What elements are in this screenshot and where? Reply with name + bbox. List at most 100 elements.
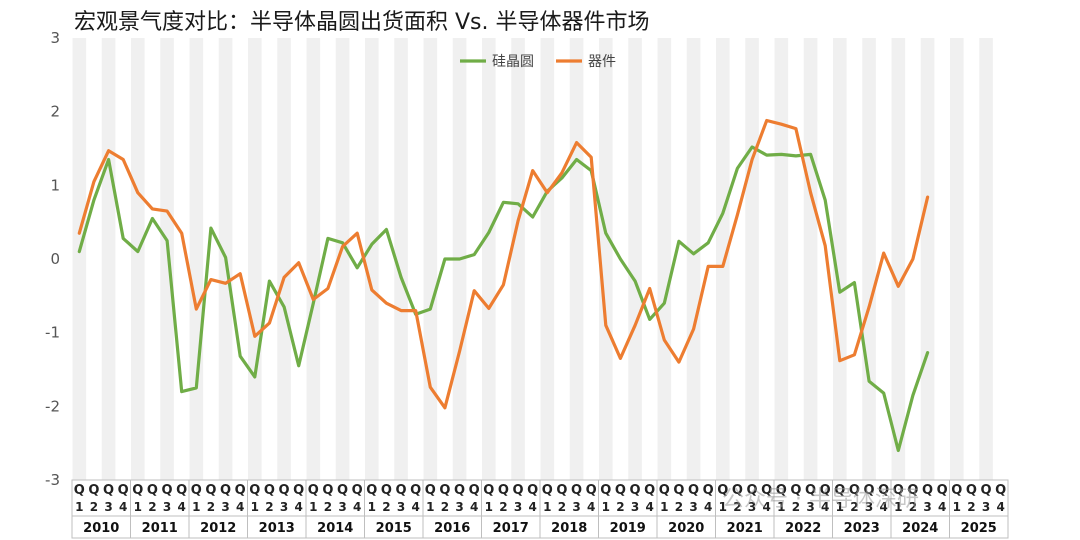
year-label: 2022 xyxy=(785,521,821,536)
quarter-number: 2 xyxy=(675,500,683,514)
quarter-band xyxy=(248,38,262,480)
quarter-number: 1 xyxy=(134,500,142,514)
y-tick-label: 0 xyxy=(50,250,60,268)
quarter-letter: Q xyxy=(937,483,948,498)
y-tick-label: 1 xyxy=(50,176,60,194)
quarter-number: 2 xyxy=(792,500,800,514)
quarter-letter: Q xyxy=(893,483,904,498)
quarter-band xyxy=(745,38,759,480)
quarter-number: 4 xyxy=(821,500,829,514)
quarter-letter: Q xyxy=(907,483,918,498)
year-label: 2020 xyxy=(668,521,704,536)
quarter-letter: Q xyxy=(88,483,99,498)
quarter-letter: Q xyxy=(469,483,480,498)
quarter-number: 3 xyxy=(689,500,697,514)
legend-label-device: 器件 xyxy=(588,54,616,70)
quarter-number: 4 xyxy=(119,500,127,514)
quarter-letter: Q xyxy=(790,483,801,498)
quarter-band xyxy=(657,38,672,480)
quarter-band xyxy=(599,38,613,480)
y-tick-label: 3 xyxy=(50,29,60,47)
quarter-number: 1 xyxy=(485,500,493,514)
x-axis-table: Q1Q2Q3Q42010Q1Q2Q3Q42011Q1Q2Q3Q42012Q1Q2… xyxy=(71,479,1009,539)
year-label: 2023 xyxy=(844,521,880,536)
quarter-number: 2 xyxy=(909,500,917,514)
quarter-number: 3 xyxy=(455,500,463,514)
quarter-number: 3 xyxy=(397,500,405,514)
quarter-letter: Q xyxy=(747,483,758,498)
series-lines xyxy=(77,118,930,453)
quarter-number: 2 xyxy=(616,500,624,514)
quarter-letter: Q xyxy=(717,483,728,498)
quarter-number: 3 xyxy=(572,500,580,514)
quarter-letter: Q xyxy=(322,483,333,498)
quarter-number: 3 xyxy=(748,500,756,514)
quarter-letter: Q xyxy=(483,483,494,498)
quarter-letter: Q xyxy=(205,483,216,498)
quarter-letter: Q xyxy=(966,483,977,498)
quarter-number: 2 xyxy=(850,500,858,514)
quarter-number: 1 xyxy=(251,500,259,514)
quarter-letter: Q xyxy=(381,483,392,498)
quarter-number: 1 xyxy=(75,500,83,514)
quarter-letter: Q xyxy=(586,483,597,498)
quarter-number: 3 xyxy=(338,500,346,514)
quarter-band xyxy=(569,38,584,480)
y-tick-label: -1 xyxy=(45,324,60,342)
quarter-number: 4 xyxy=(236,500,244,514)
quarter-number: 4 xyxy=(295,500,303,514)
quarter-letter: Q xyxy=(162,483,173,498)
quarter-letter: Q xyxy=(396,483,407,498)
quarter-band xyxy=(716,38,730,480)
quarter-number: 4 xyxy=(880,500,888,514)
quarter-letter: Q xyxy=(571,483,582,498)
quarter-letter: Q xyxy=(425,483,436,498)
quarter-number: 1 xyxy=(836,500,844,514)
quarter-band xyxy=(72,38,87,480)
quarter-number: 4 xyxy=(763,500,771,514)
quarter-number: 4 xyxy=(704,500,712,514)
year-label: 2021 xyxy=(727,521,763,536)
quarter-number: 3 xyxy=(806,500,814,514)
quarter-letter: Q xyxy=(644,483,655,498)
year-label: 2016 xyxy=(434,521,470,536)
quarter-number: 1 xyxy=(309,500,317,514)
quarter-letter: Q xyxy=(995,483,1006,498)
quarter-letter: Q xyxy=(498,483,509,498)
quarter-number: 3 xyxy=(631,500,639,514)
quarter-number: 4 xyxy=(938,500,946,514)
quarter-number: 2 xyxy=(324,500,332,514)
year-label: 2012 xyxy=(200,521,236,536)
quarter-band xyxy=(803,38,818,480)
quarter-letter: Q xyxy=(864,483,875,498)
year-bands xyxy=(72,38,993,480)
watermark-text: 公众号 · 半导体深研 xyxy=(722,487,919,512)
quarter-band xyxy=(774,38,789,480)
quarter-number: 1 xyxy=(953,500,961,514)
legend-label-wafer: 硅晶圆 xyxy=(492,54,534,70)
quarter-letter: Q xyxy=(439,483,450,498)
quarter-number: 4 xyxy=(587,500,595,514)
quarter-letter: Q xyxy=(366,483,377,498)
quarter-letter: Q xyxy=(264,483,275,498)
legend: 硅晶圆 器件 xyxy=(460,54,616,70)
quarter-number: 3 xyxy=(923,500,931,514)
quarter-number: 2 xyxy=(558,500,566,514)
quarter-letter: Q xyxy=(527,483,538,498)
quarter-letter: Q xyxy=(630,483,641,498)
series-line-wafer xyxy=(77,145,930,453)
quarter-letter: Q xyxy=(820,483,831,498)
quarter-number: 1 xyxy=(192,500,200,514)
quarter-number: 1 xyxy=(368,500,376,514)
year-label: 2014 xyxy=(317,521,353,536)
quarter-number: 1 xyxy=(602,500,610,514)
quarter-band xyxy=(511,38,525,480)
quarter-band xyxy=(482,38,496,480)
quarter-band xyxy=(891,38,906,480)
quarter-letter: Q xyxy=(279,483,290,498)
quarter-letter: Q xyxy=(132,483,143,498)
quarter-band xyxy=(540,38,555,480)
quarter-number: 2 xyxy=(207,500,215,514)
y-tick-label: -3 xyxy=(45,471,60,489)
